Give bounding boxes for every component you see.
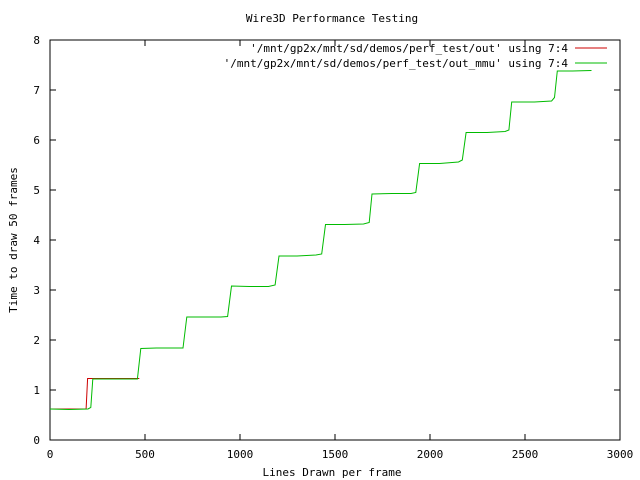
axis-ticks: 0 500 1000 1500 2000 2500 3000 0 1 2 3 4 5 6 7 8 [33,34,633,461]
legend: '/mnt/gp2x/mnt/sd/demos/perf_test/out' u… [224,42,607,70]
y-tick-label: 5 [33,184,40,197]
y-tick-label: 2 [33,334,40,347]
y-tick-label: 3 [33,284,40,297]
y-tick-label: 0 [33,434,40,447]
series-line-1 [49,70,592,411]
x-tick-label: 3000 [607,448,634,461]
x-axis-label: Lines Drawn per frame [262,466,401,479]
y-tick-label: 6 [33,134,40,147]
y-tick-label: 4 [33,234,40,247]
x-tick-label: 1500 [322,448,349,461]
plot-area-frame [49,39,621,441]
legend-label-1: '/mnt/gp2x/mnt/sd/demos/perf_test/out_mm… [224,57,569,70]
x-tick-label: 2000 [417,448,444,461]
y-tick-label: 1 [33,384,40,397]
y-tick-label: 7 [33,84,40,97]
x-tick-label: 500 [135,448,155,461]
x-tick-label: 2500 [512,448,539,461]
series-line-0 [50,378,140,410]
y-axis-label: Time to draw 50 frames [7,167,20,313]
x-tick-label: 1000 [227,448,254,461]
chart-title: Wire3D Performance Testing [246,12,418,25]
legend-label-0: '/mnt/gp2x/mnt/sd/demos/perf_test/out' u… [250,42,568,55]
data-series [49,70,592,411]
x-tick-label: 0 [47,448,54,461]
y-tick-label: 8 [33,34,40,47]
